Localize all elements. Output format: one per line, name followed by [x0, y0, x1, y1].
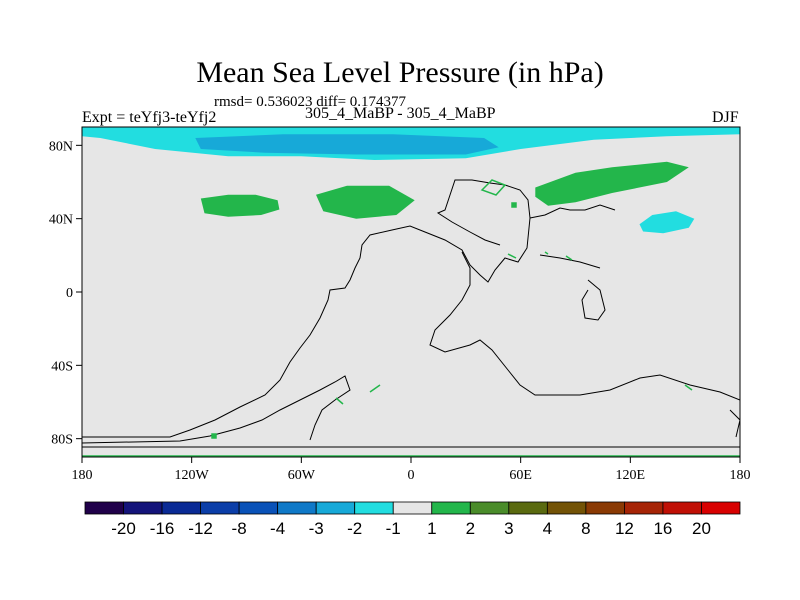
contour-minor [335, 397, 344, 405]
comparison-label: 305_4_MaBP - 305_4_MaBP [305, 105, 496, 122]
contour-minor [480, 179, 507, 196]
colorbar-swatch [431, 501, 471, 515]
colorbar-swatch [200, 501, 240, 515]
contour-minor [565, 255, 573, 261]
colorbar-label: -8 [232, 519, 247, 538]
colorbar-swatch [123, 501, 163, 515]
colorbar-label: -12 [188, 519, 213, 538]
region-nw-pacific-low [639, 211, 695, 234]
colorbar-label: 1 [427, 519, 436, 538]
contour-minor [684, 384, 693, 391]
contour-minor [507, 253, 517, 259]
season-label: DJF [712, 109, 739, 126]
y-tick-label: 0 [66, 286, 73, 301]
colorbar-label: -1 [386, 519, 401, 538]
y-tick-label: 40S [51, 359, 73, 374]
contour-minor [369, 384, 381, 393]
colorbar-swatch [546, 501, 587, 515]
x-tick-label: 0 [408, 468, 415, 483]
coastline-south-america [82, 375, 351, 444]
x-tick-label: 120E [616, 468, 646, 483]
minor-contours [82, 179, 740, 457]
experiment-label: Expt = teYfj3-teYfj2 [82, 109, 217, 126]
stats-annotation: rmsd= 0.536023 diff= 0.174377 [214, 94, 407, 110]
colorbar-label: 12 [615, 519, 634, 538]
colorbar-swatch [662, 501, 702, 515]
coastlines [82, 179, 740, 448]
x-tick-label: 60W [288, 468, 316, 483]
y-tick-label: 80N [49, 139, 73, 154]
colorbar-label: 2 [466, 519, 475, 538]
colorbar-swatch [238, 501, 279, 515]
colorbar-swatch [624, 501, 664, 515]
colorbar-swatch [392, 501, 433, 515]
colorbar-swatch [585, 501, 625, 515]
colorbar-label: -2 [347, 519, 362, 538]
contour-minor [211, 433, 217, 439]
colorbar-label: -3 [309, 519, 324, 538]
region-north-pacific-high [200, 194, 280, 217]
coastline-eurasia-south [529, 204, 616, 321]
region-asian-high [535, 161, 689, 206]
contour-minor [511, 202, 517, 208]
x-tick-label: 180 [72, 468, 93, 483]
colorbar-label: -4 [270, 519, 285, 538]
colorbar-swatch [701, 501, 741, 515]
colorbar-label: 8 [581, 519, 590, 538]
colorbar-label: 4 [543, 519, 552, 538]
colorbar-label: -20 [111, 519, 136, 538]
colorbar-swatch [469, 501, 510, 515]
colorbar-label: 3 [504, 519, 513, 538]
coastline-north-america [82, 179, 531, 438]
colorbar-label: 20 [692, 519, 711, 538]
coastline-east-asia [729, 409, 740, 438]
contour-minor [544, 251, 549, 255]
region-arctic-low-core [195, 134, 499, 155]
x-tick-label: 60E [509, 468, 532, 483]
chart-title: Mean Sea Level Pressure (in hPa) [196, 56, 604, 89]
region-north-atlantic-high [316, 185, 415, 219]
colorbar-swatch [508, 501, 548, 515]
colorbar-swatch [315, 501, 356, 515]
colorbar-swatch [84, 501, 124, 515]
y-tick-label: 80S [51, 433, 73, 448]
colorbar-swatch [354, 501, 394, 515]
x-tick-label: 180 [730, 468, 751, 483]
colorbar-label: 16 [653, 519, 672, 538]
colorbar-label: -16 [150, 519, 175, 538]
y-tick-label: 40N [49, 213, 73, 228]
coastline-africa [429, 251, 740, 401]
colorbar-swatch [277, 501, 317, 515]
colorbar-swatch [161, 501, 201, 515]
x-tick-label: 120W [175, 468, 210, 483]
